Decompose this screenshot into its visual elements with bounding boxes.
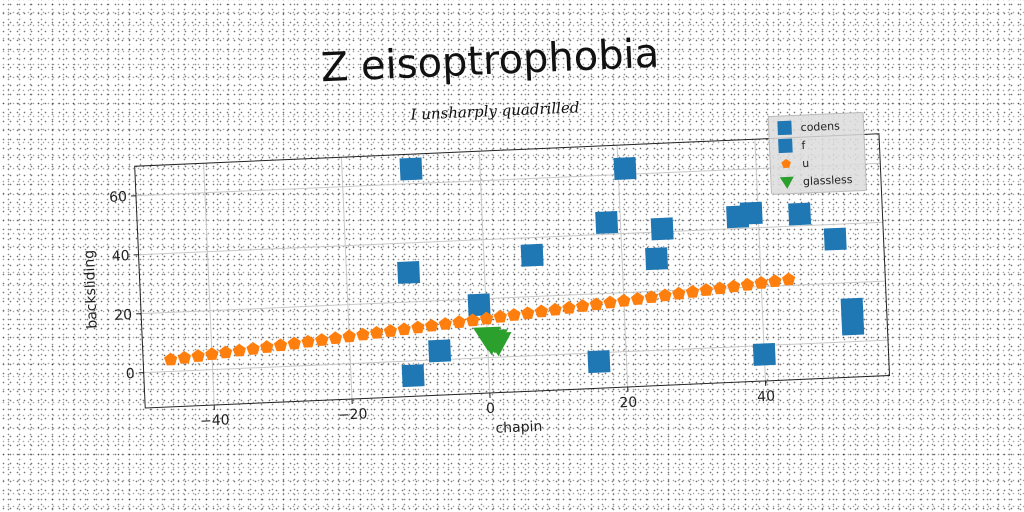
series-f-point bbox=[740, 202, 763, 225]
y-tick-label: 20 bbox=[114, 307, 133, 324]
legend-swatch-codens bbox=[777, 121, 792, 136]
x-tick-label: −40 bbox=[200, 412, 230, 429]
y-tick-label: 60 bbox=[109, 189, 128, 206]
series-u-point bbox=[548, 302, 562, 315]
series-u-point bbox=[425, 319, 439, 332]
legend-label: u bbox=[802, 157, 810, 170]
series-u-point bbox=[301, 335, 315, 348]
series-u-point bbox=[315, 333, 329, 346]
series-u-point bbox=[164, 352, 178, 365]
series-f-point bbox=[397, 261, 420, 284]
series-f-point bbox=[651, 217, 674, 240]
series-u-point bbox=[741, 278, 755, 291]
y-gridline bbox=[136, 163, 880, 195]
x-tick-label: 0 bbox=[486, 401, 496, 417]
series-u-point bbox=[205, 347, 219, 360]
legend-label: codens bbox=[800, 119, 840, 134]
series-f-point bbox=[400, 157, 423, 180]
series-u-point bbox=[438, 317, 452, 330]
series-u-point bbox=[329, 331, 343, 344]
series-u-point bbox=[191, 349, 205, 362]
series-u-point bbox=[356, 327, 370, 340]
series-u-point bbox=[617, 294, 631, 307]
series-u-point bbox=[686, 285, 700, 298]
x-gridline bbox=[341, 157, 352, 399]
series-u-point bbox=[535, 304, 549, 317]
series-u-point bbox=[411, 320, 425, 333]
series-u-point bbox=[603, 295, 617, 308]
x-gridline bbox=[617, 145, 628, 387]
series-u-point bbox=[452, 315, 466, 328]
y-gridline bbox=[139, 222, 883, 254]
series-u-point bbox=[384, 324, 398, 337]
series-u-point bbox=[493, 310, 507, 323]
y-tick-label: 0 bbox=[125, 366, 135, 382]
series-f-point bbox=[402, 364, 425, 387]
series-u-point bbox=[219, 345, 233, 358]
series-u-point bbox=[727, 279, 741, 292]
series-u-point bbox=[672, 286, 686, 299]
series-f-point bbox=[428, 339, 451, 362]
series-f-point bbox=[788, 203, 811, 226]
y-tick-label: 40 bbox=[111, 248, 130, 265]
series-u-point bbox=[699, 283, 713, 296]
series-u-point bbox=[576, 299, 590, 312]
series-f-point bbox=[614, 157, 637, 180]
series-f-point bbox=[753, 343, 776, 366]
series-u-point bbox=[342, 329, 356, 342]
series-f-point bbox=[595, 211, 618, 234]
series-u-point bbox=[246, 342, 260, 355]
x-axis-label: chapin bbox=[495, 419, 542, 437]
series-u-point bbox=[260, 340, 274, 353]
series-u-point bbox=[370, 326, 384, 339]
y-axis-label: backsliding bbox=[81, 250, 100, 330]
series-u-point bbox=[397, 322, 411, 335]
series-f-point bbox=[824, 228, 847, 251]
series-f-point bbox=[645, 247, 668, 270]
legend-swatch-f bbox=[778, 139, 793, 154]
series-f-point bbox=[587, 350, 610, 373]
series-f-point bbox=[521, 244, 544, 267]
series-u-point bbox=[521, 306, 535, 319]
x-gridline bbox=[204, 163, 215, 405]
data-marks bbox=[156, 139, 866, 398]
series-u-point bbox=[768, 274, 782, 287]
series-u-point bbox=[177, 351, 191, 364]
x-tick-label: 20 bbox=[619, 395, 638, 412]
series-u-point bbox=[713, 281, 727, 294]
series-u-point bbox=[287, 336, 301, 349]
series-u-point bbox=[507, 308, 521, 321]
series-u-point bbox=[631, 292, 645, 305]
series-u-point bbox=[274, 338, 288, 351]
series-f-point bbox=[841, 312, 864, 335]
series-u-point bbox=[232, 343, 246, 356]
series-u-point bbox=[562, 301, 576, 314]
series-u-point bbox=[782, 272, 796, 285]
x-tick-label: 40 bbox=[757, 389, 776, 406]
x-gridline bbox=[479, 151, 490, 393]
series-u-point bbox=[589, 297, 603, 310]
x-tick-label: −20 bbox=[338, 406, 368, 423]
legend-label: glassless bbox=[803, 173, 853, 188]
